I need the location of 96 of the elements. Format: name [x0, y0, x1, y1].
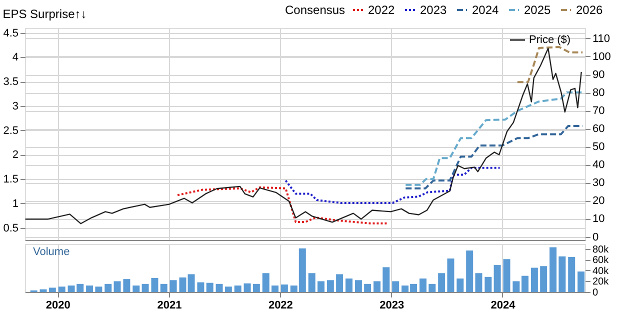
y2-tick-label: 30 [592, 177, 605, 190]
bar [308, 273, 316, 292]
bar [392, 281, 400, 292]
y2-tick-label: 80 [592, 87, 605, 100]
bar [95, 286, 102, 292]
x-tick-label: 2023 [380, 300, 404, 312]
bar [216, 284, 223, 292]
x-tick-label: 2020 [46, 300, 70, 312]
bar [123, 279, 130, 292]
bar [550, 247, 557, 292]
y2-tick-label: 40 [592, 159, 605, 172]
bar [114, 281, 121, 292]
bar [197, 282, 204, 292]
bar [354, 280, 362, 292]
y-tick-label: 1 [12, 198, 18, 210]
y2-tick-label: 20 [592, 195, 605, 208]
bar [382, 267, 390, 292]
bar [503, 259, 510, 292]
y2-tick-label: 110 [592, 32, 610, 45]
bar [160, 284, 168, 292]
bar [326, 280, 334, 292]
bar [142, 284, 149, 292]
bar [466, 250, 474, 292]
bar [280, 284, 288, 292]
y-tick-label: 3 [12, 100, 18, 112]
y2-tick-label: 90 [592, 69, 605, 82]
bar [568, 256, 576, 292]
x-tick-label: 2022 [268, 300, 293, 312]
bar [206, 282, 214, 292]
bar [374, 281, 381, 292]
bar [188, 274, 195, 292]
y-tick-label: 4 [12, 52, 18, 64]
bar [179, 277, 186, 292]
y2-tick-label: 50 [592, 141, 605, 154]
line-series [404, 91, 584, 186]
bar [336, 274, 344, 292]
bar [494, 265, 501, 292]
bar [420, 278, 426, 292]
legend-label: Price ($) [529, 34, 571, 46]
y-tick-label: 0 [592, 288, 598, 298]
bar [530, 268, 538, 292]
y-tick-label: 60k [592, 255, 610, 266]
bar [522, 276, 529, 292]
y2-tick-label: 10 [592, 213, 605, 226]
bar [512, 281, 520, 292]
bar [58, 286, 66, 292]
bar [48, 288, 56, 292]
x-tick-label: 2024 [490, 300, 516, 312]
bar [40, 289, 47, 292]
bar [132, 286, 140, 292]
x-tick-label: 2021 [157, 300, 182, 312]
y2-tick-label: 60 [592, 123, 605, 136]
bar [151, 278, 158, 292]
bar [252, 284, 260, 292]
legend-label: 2025 [524, 3, 552, 17]
y2-tick-label: 70 [592, 105, 605, 118]
y-tick-label: 20k [592, 276, 610, 288]
line-series [24, 48, 582, 224]
legend-label: 2023 [420, 3, 448, 17]
bar [484, 276, 492, 292]
y-tick-label: 3.5 [3, 76, 18, 88]
y2-tick-label: 100 [592, 50, 611, 63]
chart-title: EPS Surprise↑↓ [2, 6, 87, 21]
bar [428, 284, 436, 292]
bar [364, 284, 372, 292]
legend-label: 2026 [576, 3, 604, 17]
legend-label: 2022 [368, 3, 396, 17]
bar [272, 286, 279, 292]
line-series [284, 166, 501, 204]
legend-label: 2024 [472, 3, 500, 17]
y-tick-label: 2 [12, 149, 18, 162]
bar [262, 273, 270, 292]
y-tick-label: 2.5 [3, 124, 18, 137]
bar [170, 280, 177, 292]
bar [475, 273, 482, 292]
y-tick-label: 0.5 [3, 222, 18, 234]
y-tick-label: 1.5 [3, 174, 18, 186]
line-series [516, 46, 584, 84]
bar [578, 272, 585, 292]
y-tick-label: 4.5 [3, 27, 18, 40]
bar [346, 278, 352, 292]
bar [558, 256, 566, 292]
bar [86, 286, 94, 292]
bar [456, 278, 464, 292]
bar [104, 284, 112, 292]
bar [224, 286, 232, 292]
bar [317, 281, 324, 292]
bar [540, 266, 548, 292]
bar [244, 283, 251, 292]
bar [438, 273, 446, 292]
y-tick-label: 80k [592, 244, 610, 256]
legend-title: Consensus [285, 3, 346, 17]
y-axis-title: Volume [33, 246, 70, 258]
y-tick-label: 40k [592, 266, 610, 277]
bar [234, 286, 242, 292]
bar [447, 258, 454, 292]
